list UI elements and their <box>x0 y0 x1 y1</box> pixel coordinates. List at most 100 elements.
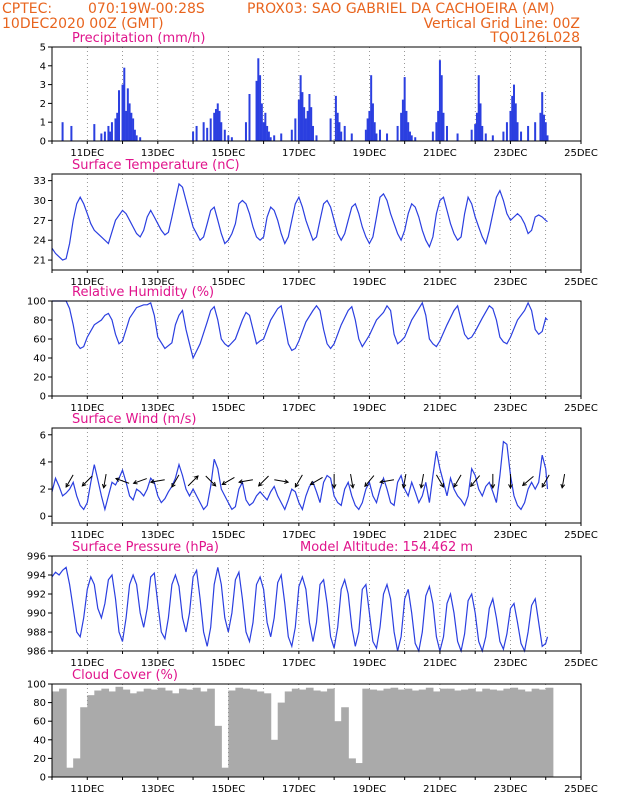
panel-frame <box>51 555 582 652</box>
y-tick-label: 80 <box>33 698 46 709</box>
cloud-bar <box>397 689 406 777</box>
precip-bar <box>139 137 142 141</box>
x-tick-label: 19DEC <box>353 530 387 541</box>
cloud-bar <box>122 689 131 777</box>
y-tick-label: 996 <box>27 552 46 563</box>
x-tick-label: 23DEC <box>494 658 528 669</box>
wind-arrow <box>205 475 217 487</box>
cloud-bar <box>418 689 427 777</box>
cloud-bar <box>432 691 441 777</box>
precip-bar <box>407 122 410 141</box>
precip-bar <box>403 77 406 141</box>
cloud-bar <box>157 687 166 777</box>
rh-title: Relative Humidity (%) <box>72 285 214 300</box>
precip-bar <box>304 118 307 141</box>
precip-bar <box>437 110 440 141</box>
wind-arrow <box>350 473 355 489</box>
y-tick-label: 30 <box>33 196 46 207</box>
precip-bar <box>308 94 311 141</box>
x-tick-label: 13DEC <box>141 403 175 414</box>
x-tick-label: 15DEC <box>211 530 245 541</box>
x-tick-label: 15DEC <box>211 148 245 159</box>
x-tick-label: 17DEC <box>282 658 316 669</box>
y-tick-label: 986 <box>27 647 46 658</box>
cloud-bar <box>263 693 272 777</box>
y-tick-label: 40 <box>33 735 46 746</box>
precip-bar <box>310 107 313 141</box>
precip-bar <box>244 122 247 141</box>
pres-title: Surface Pressure (hPa) <box>72 540 219 555</box>
cloud-bar <box>136 691 145 777</box>
y-tick-label: 20 <box>33 754 46 765</box>
precip-bar <box>438 60 441 141</box>
x-tick-label: 17DEC <box>282 784 316 795</box>
cloud-bar <box>101 688 110 777</box>
precip-bar <box>266 125 269 141</box>
precip-bar <box>527 125 530 141</box>
x-tick-label: 13DEC <box>141 277 175 288</box>
y-tick-label: 80 <box>33 316 46 327</box>
x-tick-label: 11DEC <box>70 530 104 541</box>
precip-bar <box>109 131 112 141</box>
cloud-bar <box>531 688 540 777</box>
precip-bar <box>280 133 283 141</box>
cloud-bar <box>305 687 314 777</box>
precip-bar <box>370 75 373 141</box>
precip-bar <box>475 112 478 141</box>
y-tick-label: 60 <box>33 335 46 346</box>
cloud-bar <box>73 758 81 777</box>
x-tick-label: 19DEC <box>353 277 387 288</box>
precip-bar <box>481 125 484 141</box>
header-run: 10DEC2020 00Z (GMT) <box>2 16 164 32</box>
precip-bar <box>474 124 477 141</box>
precip-bar <box>107 125 110 141</box>
panel-rh: 0 20 40 60 80 100 11DEC 13DEC 15DEC 17DEC 19DEC 21D… <box>27 285 598 414</box>
header-model: TQ0126L028 <box>489 30 580 46</box>
x-tick-label: 19DEC <box>353 658 387 669</box>
cloud-title: Cloud Cover (%) <box>72 668 178 683</box>
cloud-bar <box>538 689 547 777</box>
x-tick-label: 19DEC <box>353 403 387 414</box>
precip-bar <box>484 133 487 141</box>
precip-bar <box>259 75 262 141</box>
cloud-bar <box>150 689 159 777</box>
x-tick-label: 11DEC <box>70 277 104 288</box>
precip-bar <box>516 122 519 141</box>
cloud-bar <box>87 695 95 777</box>
x-tick-label: 13DEC <box>141 148 175 159</box>
precip-bar <box>70 125 73 141</box>
precip-bar <box>477 75 480 141</box>
precip-bar <box>442 112 445 141</box>
pres-line <box>51 566 549 654</box>
precip-bar <box>534 122 537 141</box>
x-tick-label: 13DEC <box>141 530 175 541</box>
model-altitude: Model Altitude: 154.462 m <box>300 540 473 555</box>
y-tick-label: 0 <box>40 512 46 523</box>
precip-bar <box>431 131 434 141</box>
x-tick-label: 23DEC <box>494 403 528 414</box>
wind-arrow <box>470 475 481 488</box>
precip-bar <box>542 114 545 141</box>
y-tick-label: 0 <box>40 137 46 148</box>
cloud-bar <box>277 702 286 777</box>
precip-bar <box>334 95 337 141</box>
wind-arrow <box>81 475 93 487</box>
rh-line <box>52 300 548 360</box>
cloud-bar <box>376 690 385 777</box>
x-tick-label: 15DEC <box>211 277 245 288</box>
y-tick-label: 20 <box>33 373 46 384</box>
precip-bar <box>214 109 217 141</box>
cloud-bar <box>411 690 420 777</box>
precip-bar <box>126 88 129 141</box>
cloud-bar <box>193 687 201 777</box>
cloud-bar <box>425 687 434 777</box>
temp-title: Surface Temperature (nC) <box>72 158 240 173</box>
precip-bar <box>123 67 126 141</box>
wind-arrow <box>379 479 395 484</box>
x-tick-label: 17DEC <box>282 530 316 541</box>
precip-bar <box>257 58 260 141</box>
precip-bar <box>220 122 223 141</box>
precip-bar <box>118 90 121 141</box>
cloud-bar <box>327 688 335 777</box>
y-tick-label: 33 <box>33 176 46 187</box>
